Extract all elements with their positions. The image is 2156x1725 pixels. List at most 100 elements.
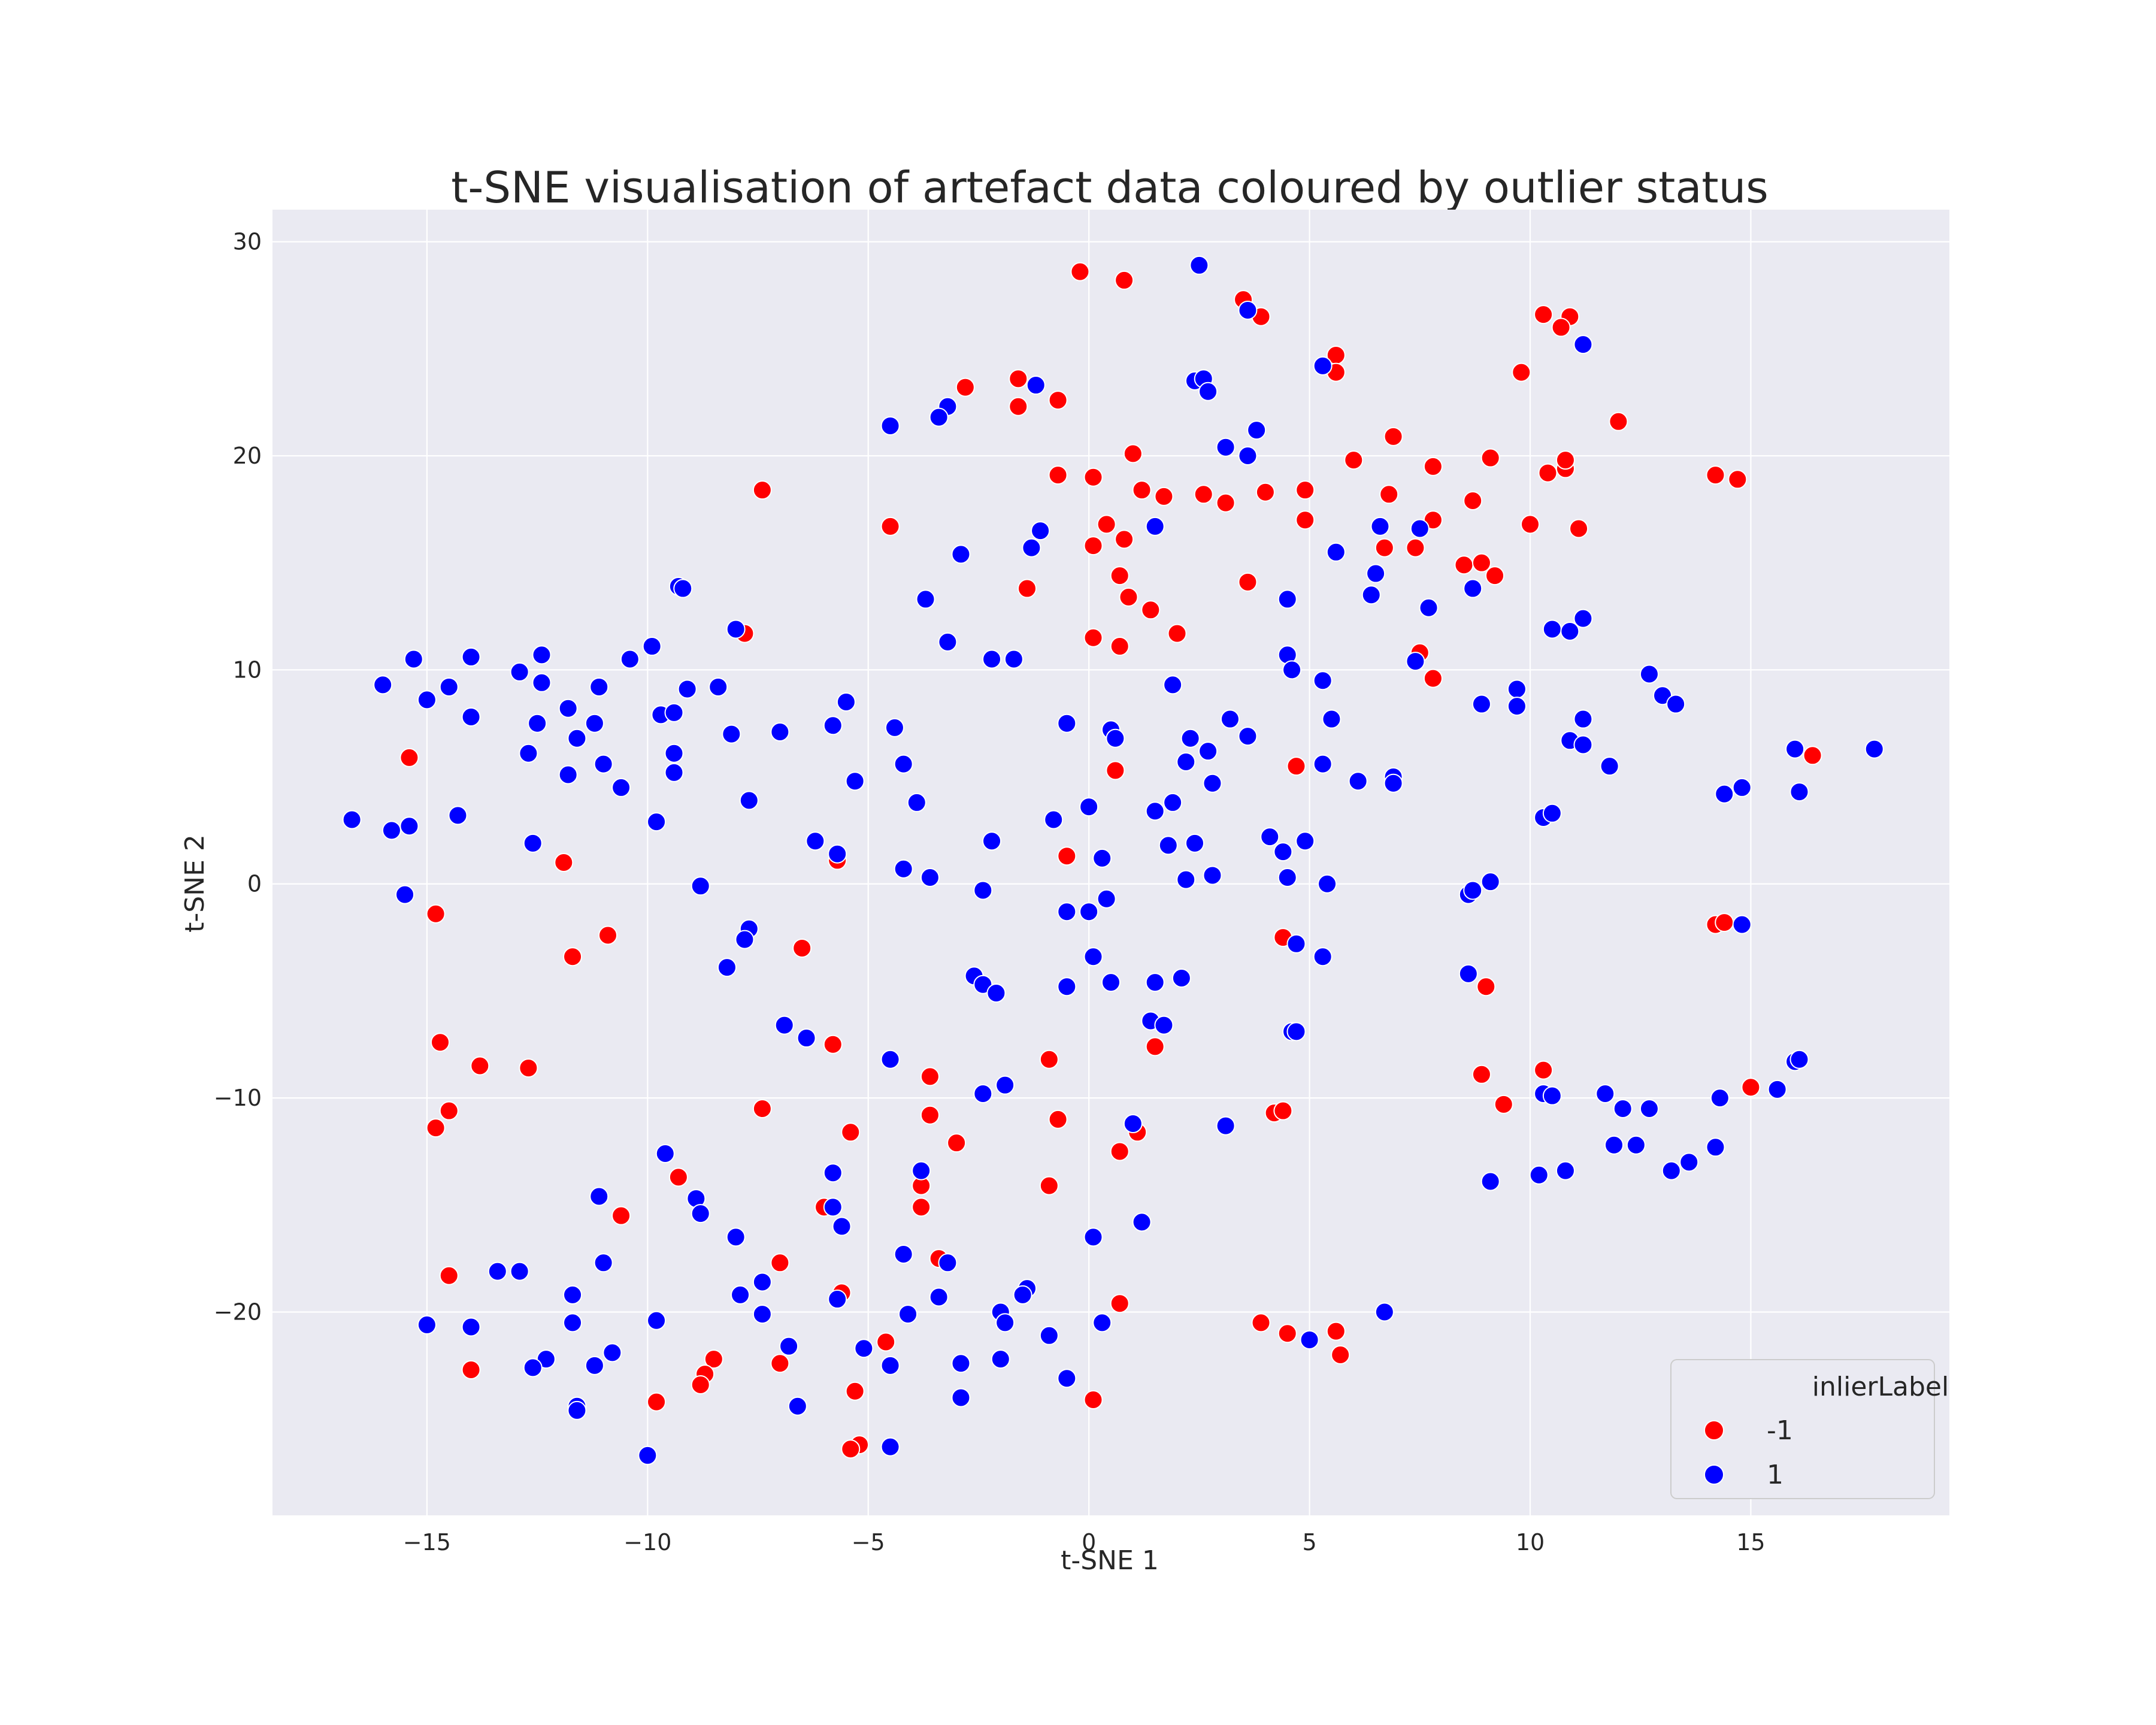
data-point xyxy=(342,810,362,830)
data-point xyxy=(1679,1152,1699,1172)
x-tick-label: 5 xyxy=(1302,1529,1316,1555)
data-point xyxy=(1419,598,1439,618)
data-point xyxy=(708,677,728,697)
data-point xyxy=(880,1437,900,1457)
y-axis-ticks: −20 −10 0 10 20 30 xyxy=(214,229,262,1325)
data-point xyxy=(563,1313,583,1333)
data-point xyxy=(973,880,993,900)
data-point xyxy=(1083,467,1103,487)
data-point xyxy=(1039,1325,1059,1345)
data-point xyxy=(1295,480,1315,500)
data-point xyxy=(1542,619,1562,639)
data-point xyxy=(1277,589,1297,609)
data-point xyxy=(1106,728,1125,748)
data-point xyxy=(929,1287,949,1307)
data-point xyxy=(1238,300,1258,320)
data-point xyxy=(1176,752,1196,772)
data-point xyxy=(770,1354,790,1373)
data-point xyxy=(1551,317,1571,337)
x-tick-label: −10 xyxy=(623,1529,671,1555)
data-point xyxy=(519,743,538,763)
data-point xyxy=(1163,675,1183,695)
data-point xyxy=(1454,555,1474,575)
data-point xyxy=(1555,450,1575,470)
data-point xyxy=(1521,515,1540,534)
data-point xyxy=(558,765,578,785)
data-point xyxy=(774,1015,794,1035)
data-point xyxy=(1494,1094,1513,1114)
data-point xyxy=(916,589,935,609)
data-point xyxy=(1198,742,1218,761)
data-point xyxy=(788,1396,807,1416)
data-point xyxy=(1145,1037,1165,1057)
data-point xyxy=(1471,694,1491,714)
data-point xyxy=(1110,566,1130,586)
data-point xyxy=(752,1305,772,1324)
data-point xyxy=(986,983,1006,1003)
data-point xyxy=(1767,1079,1787,1099)
data-point xyxy=(1106,761,1125,780)
data-point xyxy=(1507,697,1527,716)
data-point xyxy=(1785,739,1805,759)
data-point xyxy=(1573,609,1593,628)
data-point xyxy=(1715,784,1734,804)
data-point xyxy=(907,792,926,812)
data-point xyxy=(1374,538,1394,558)
data-point xyxy=(722,724,741,744)
data-point xyxy=(461,707,481,727)
y-tick-label: −20 xyxy=(214,1299,262,1325)
data-point xyxy=(894,1245,913,1264)
data-point xyxy=(1569,519,1589,538)
data-point xyxy=(955,377,975,397)
data-point xyxy=(1318,874,1337,894)
data-point xyxy=(598,925,617,945)
data-point xyxy=(1595,1084,1615,1103)
data-point xyxy=(1789,1049,1809,1069)
data-point xyxy=(1661,1161,1681,1181)
data-point xyxy=(1313,356,1333,376)
data-point xyxy=(1560,622,1580,641)
y-tick-label: 30 xyxy=(233,229,262,255)
data-point xyxy=(417,690,437,710)
data-point xyxy=(823,1163,843,1183)
legend: inlierLabel -1 1 xyxy=(1670,1359,1949,1499)
data-point xyxy=(938,632,958,652)
data-point xyxy=(1247,420,1267,440)
data-point xyxy=(647,812,667,832)
data-point xyxy=(1198,382,1218,401)
grid-lines xyxy=(272,210,1949,1515)
data-point xyxy=(1115,529,1134,549)
data-point xyxy=(731,1285,750,1305)
data-point xyxy=(982,831,1002,851)
data-point xyxy=(1383,773,1403,793)
data-point xyxy=(885,718,904,737)
data-point xyxy=(1485,566,1505,586)
data-point xyxy=(1741,1078,1761,1097)
data-point xyxy=(1370,516,1390,536)
data-point xyxy=(532,645,552,665)
data-point xyxy=(1423,456,1443,476)
data-point xyxy=(1115,270,1134,290)
data-point xyxy=(642,637,662,656)
data-point xyxy=(717,958,737,978)
data-point xyxy=(1026,376,1046,395)
data-point xyxy=(1529,1165,1549,1185)
data-point xyxy=(1057,713,1077,733)
data-point xyxy=(1132,480,1152,500)
data-point xyxy=(1110,1294,1130,1314)
data-point xyxy=(1326,542,1346,562)
data-point xyxy=(1216,493,1236,513)
legend-marker xyxy=(1704,1464,1724,1485)
data-point xyxy=(823,716,843,736)
series-1 xyxy=(342,255,1884,1465)
data-point xyxy=(1031,521,1050,541)
legend-box xyxy=(1670,1359,1935,1499)
data-point xyxy=(752,1098,772,1118)
y-axis-label: t-SNE 2 xyxy=(180,834,210,933)
data-point xyxy=(1326,1321,1346,1341)
data-point xyxy=(1480,1172,1500,1191)
data-point xyxy=(1538,463,1558,483)
data-point xyxy=(439,1101,459,1121)
data-point xyxy=(836,692,856,712)
